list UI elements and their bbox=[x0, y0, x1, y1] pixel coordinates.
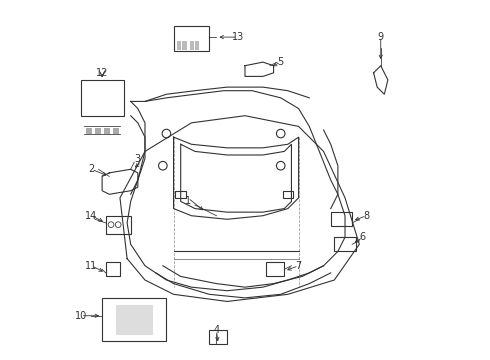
Bar bbox=[334, 237, 356, 251]
Bar bbox=[267, 262, 284, 276]
Bar bbox=[283, 191, 293, 198]
Text: 9: 9 bbox=[378, 32, 384, 42]
Text: 11: 11 bbox=[85, 261, 98, 271]
Text: 1: 1 bbox=[185, 197, 191, 206]
Bar bbox=[106, 216, 131, 234]
Bar bbox=[95, 128, 101, 134]
Text: 10: 10 bbox=[74, 311, 87, 321]
Text: 3: 3 bbox=[135, 154, 141, 163]
Text: 4: 4 bbox=[213, 325, 220, 335]
Bar bbox=[102, 298, 167, 341]
Text: 13: 13 bbox=[232, 32, 244, 42]
Text: 12: 12 bbox=[96, 68, 108, 78]
Bar bbox=[117, 305, 152, 334]
Bar bbox=[190, 41, 194, 50]
Text: 5: 5 bbox=[278, 57, 284, 67]
Bar bbox=[106, 262, 120, 276]
Bar bbox=[104, 128, 110, 134]
Bar bbox=[175, 191, 186, 198]
Bar bbox=[81, 80, 123, 116]
Text: 8: 8 bbox=[364, 211, 369, 221]
Bar bbox=[209, 330, 227, 344]
Text: 2: 2 bbox=[88, 164, 95, 174]
Bar bbox=[331, 212, 352, 226]
Bar bbox=[195, 41, 199, 50]
Bar bbox=[113, 128, 119, 134]
Text: 7: 7 bbox=[295, 261, 302, 271]
Bar bbox=[182, 41, 187, 50]
Bar bbox=[86, 128, 93, 134]
Bar bbox=[173, 26, 209, 51]
Text: 14: 14 bbox=[85, 211, 98, 221]
Bar bbox=[177, 41, 181, 50]
Text: 6: 6 bbox=[360, 232, 366, 242]
